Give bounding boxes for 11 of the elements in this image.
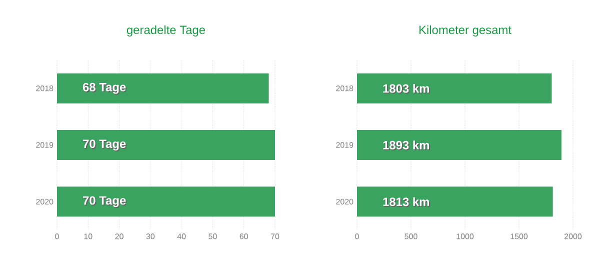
bar (357, 186, 553, 217)
bar (357, 130, 562, 160)
data-label: 70 Tage (84, 140, 127, 152)
data-label: 1813 km (383, 197, 429, 206)
chart-title: Kilometer gesamt (419, 25, 512, 37)
data-label: 1893 km (383, 140, 429, 150)
data-label: 70 Tage (84, 197, 127, 208)
data-label: 1803 km (384, 84, 430, 94)
chart-title: geradelte Tage (126, 25, 205, 37)
bar (357, 73, 552, 104)
data-label: 68 Tage (84, 84, 127, 95)
